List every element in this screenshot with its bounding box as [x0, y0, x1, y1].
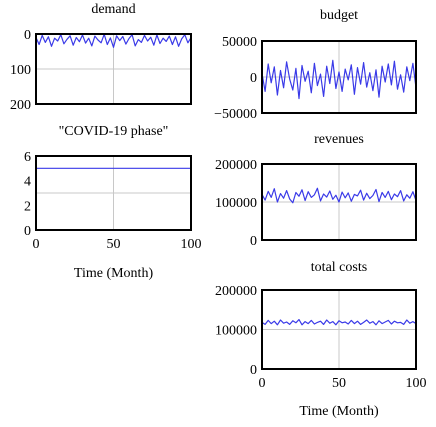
chart-title: revenues	[314, 132, 364, 147]
plot-border	[35, 33, 192, 105]
y-tick-label: 0	[250, 71, 257, 86]
chart-panel-2: "COVID-19 phase" 6 4 2 00 50 100 Time (Month)	[24, 124, 202, 281]
series-line-0	[261, 187, 417, 204]
chart-panel-0: demand 0 100 200	[10, 2, 192, 113]
y-tick-label: 50000	[222, 35, 257, 50]
series-line-0	[261, 319, 417, 326]
x-tick-label: 50	[107, 237, 121, 252]
chart-title: total costs	[311, 260, 367, 275]
y-tick-label: 0	[250, 363, 257, 378]
x-tick-label: 0	[33, 237, 40, 252]
chart-title: demand	[91, 2, 135, 17]
y-tick-label: 0	[24, 224, 31, 239]
y-tick-label: 100000	[215, 324, 257, 339]
y-tick-label: 0	[250, 234, 257, 249]
x-tick-label: 0	[259, 376, 266, 391]
series-line-0	[35, 33, 192, 48]
x-tick-label: 50	[332, 376, 346, 391]
plot-border	[261, 289, 417, 370]
y-tick-label: 0	[24, 28, 31, 43]
y-tick-label: −50000	[214, 107, 257, 122]
y-tick-label: 200000	[215, 158, 257, 173]
y-tick-label: 200000	[215, 284, 257, 299]
y-tick-label: 2	[24, 199, 31, 214]
plot-border	[35, 155, 192, 231]
series-line-0	[261, 59, 417, 100]
x-axis-label: Time (Month)	[74, 266, 154, 281]
y-tick-label: 200	[10, 98, 31, 113]
x-tick-label: 100	[406, 376, 427, 391]
y-tick-label: 100000	[215, 196, 257, 211]
chart-title: budget	[320, 8, 358, 23]
plot-border	[261, 163, 417, 241]
y-tick-label: 6	[24, 150, 31, 165]
chart-panel-3: revenues 200000 100000 0	[215, 132, 417, 249]
chart-panel-4: total costs 200000 100000 00 50 100 Time (Mont…	[215, 260, 427, 419]
plot-border	[261, 40, 417, 114]
chart-panel-1: budget 50000 0 −50000	[214, 8, 417, 122]
y-tick-label: 100	[10, 63, 31, 78]
chart-title: "COVID-19 phase"	[59, 124, 169, 139]
y-tick-label: 4	[24, 175, 31, 190]
x-axis-label: Time (Month)	[299, 404, 379, 419]
x-tick-label: 100	[181, 237, 202, 252]
